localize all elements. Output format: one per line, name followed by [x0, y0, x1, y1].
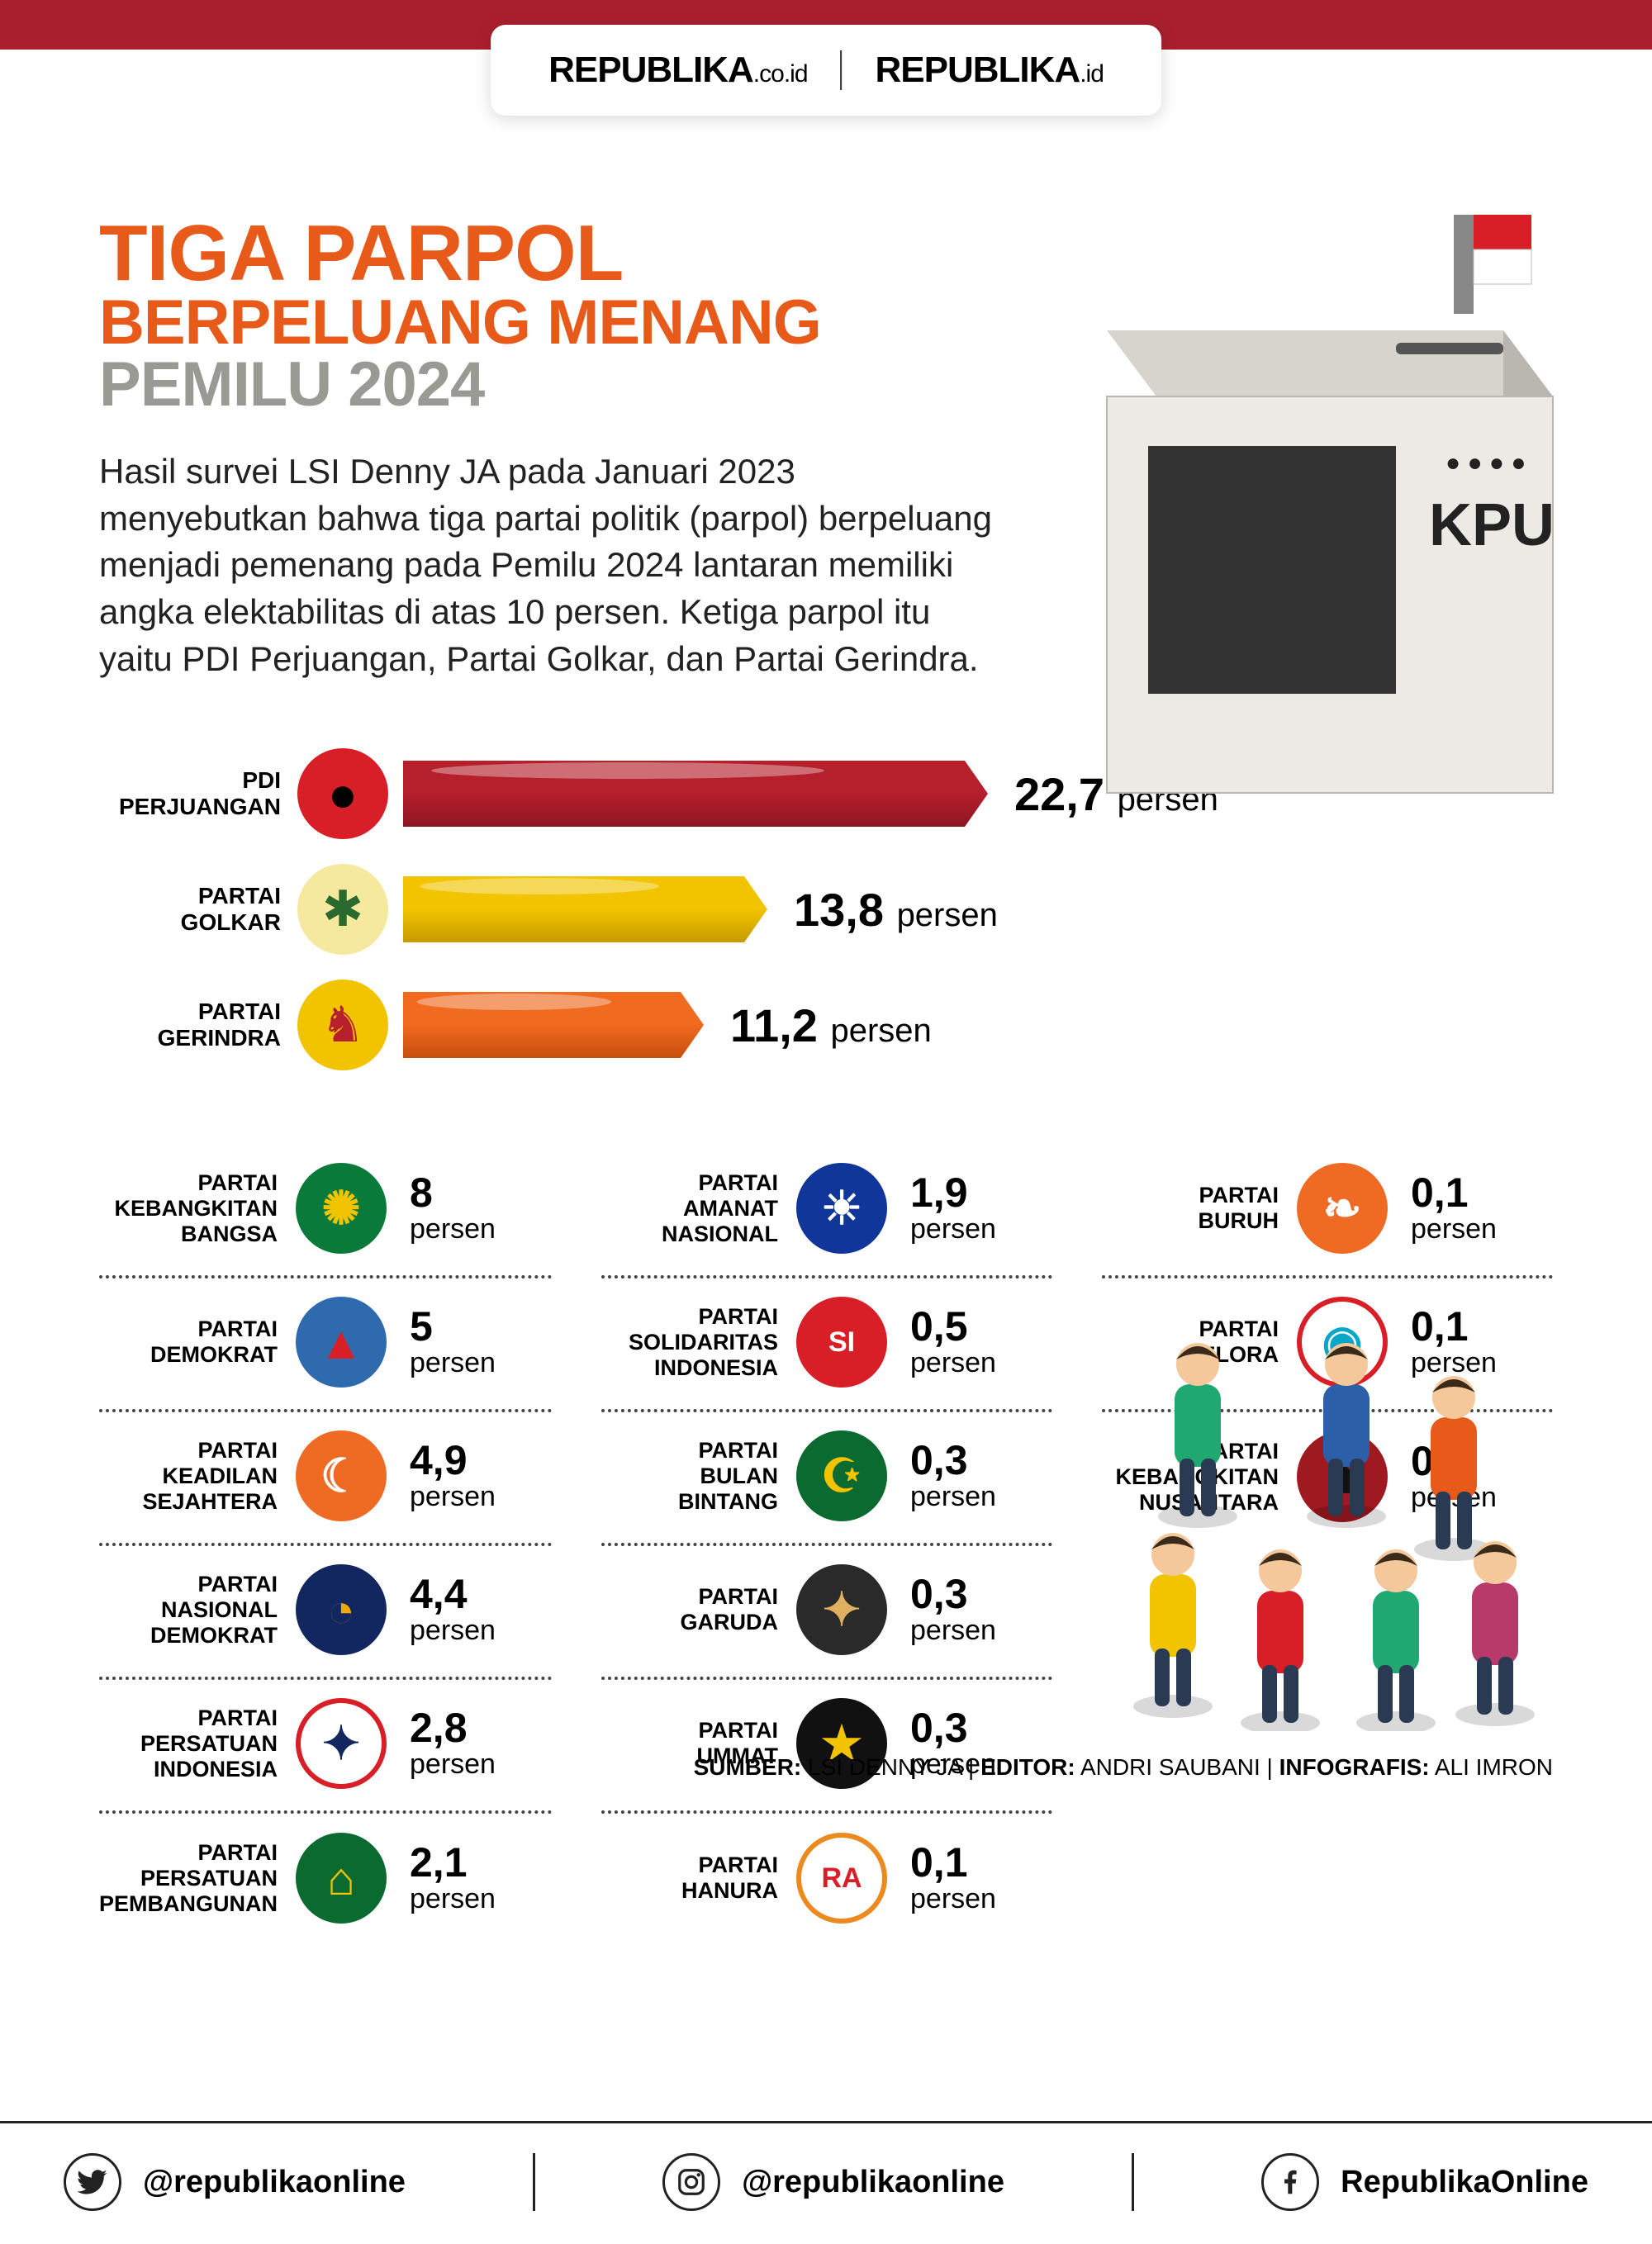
editor-value: ANDRI SAUBANI — [1080, 1754, 1260, 1780]
party-row: PARTAIBURUH ❧ 0,1persen — [1102, 1145, 1553, 1279]
source-value: LSI DENNY JA — [808, 1754, 961, 1780]
party-value: 1,9persen — [887, 1172, 1052, 1245]
infographic-page: REPUBLIKA.co.id REPUBLIKA.id TIGA PARPOL… — [0, 0, 1652, 2244]
party-value: 2,1persen — [387, 1842, 552, 1915]
party-label: PARTAINASIONALDEMOKRAT — [99, 1572, 296, 1649]
party-value: 4,9persen — [387, 1440, 552, 1513]
party-label: PARTAIDEMOKRAT — [99, 1317, 296, 1368]
party-row: PARTAIUMMAT ★ 0,3persen — [601, 1680, 1052, 1814]
svg-text:● ● ● ●: ● ● ● ● — [1446, 449, 1526, 477]
party-label: PARTAIGARUDA — [601, 1584, 796, 1635]
footer-divider — [1132, 2153, 1134, 2211]
party-logo-icon: ☀ — [796, 1163, 887, 1254]
top3-row: PARTAIGERINDRA ♞ 11,2 persen — [99, 980, 1553, 1070]
party-value: 8persen — [387, 1172, 552, 1245]
infografis-value: ALI IMRON — [1435, 1754, 1553, 1780]
party-label: PARTAIKEADILANSEJAHTERA — [99, 1438, 296, 1515]
party-label: PARTAIPERSATUANPEMBANGUNAN — [99, 1840, 296, 1917]
party-label: PARTAIHANURA — [601, 1853, 796, 1904]
party-logo-icon: ● — [297, 748, 388, 839]
party-logo-icon: ⌂ — [296, 1833, 387, 1924]
social-facebook[interactable]: RepublikaOnline — [1261, 2153, 1588, 2211]
party-logo-icon: SI — [796, 1297, 887, 1388]
party-row: PARTAIDEMOKRAT ▲ 5persen — [99, 1279, 552, 1412]
party-logo-icon: ◔ — [296, 1564, 387, 1655]
party-column: PARTAIKEBANGKITANBANGSA ✺ 8persen PARTAI… — [99, 1145, 552, 1946]
party-value: 0,3persen — [887, 1573, 1052, 1647]
party-row: PARTAIBULANBINTANG ☪ 0,3persen — [601, 1412, 1052, 1546]
party-row: PARTAIKEADILANSEJAHTERA ☾ 4,9persen — [99, 1412, 552, 1546]
party-logo-icon: ✦ — [296, 1698, 387, 1789]
top3-value: 13,8 persen — [794, 883, 998, 937]
intro-paragraph: Hasil survei LSI Denny JA pada Januari 2… — [99, 448, 1008, 682]
party-row: PARTAINASIONALDEMOKRAT ◔ 4,4persen — [99, 1546, 552, 1680]
top3-label: PDIPERJUANGAN — [99, 767, 297, 820]
party-label: PARTAIBULANBINTANG — [601, 1438, 796, 1515]
logo-1-main: REPUBLIKA — [548, 50, 753, 90]
infografis-key: INFOGRAFIS: — [1279, 1754, 1430, 1780]
top3-bar — [403, 752, 990, 835]
content-area: TIGA PARPOL BERPELUANG MENANG PEMILU 202… — [0, 50, 1652, 1946]
party-logo-icon: ☪ — [796, 1430, 887, 1521]
party-row: PARTAISOLIDARITASINDONESIA SI 0,5persen — [601, 1279, 1052, 1412]
party-label: PARTAIBURUH — [1102, 1183, 1297, 1234]
top3-label: PARTAIGOLKAR — [99, 883, 297, 936]
instagram-icon — [662, 2153, 720, 2211]
party-label: PARTAIKEBANGKITANBANGSA — [99, 1170, 296, 1247]
logo-divider — [841, 50, 843, 90]
party-logo-icon: ✦ — [796, 1564, 887, 1655]
party-value: 5persen — [387, 1306, 552, 1379]
logo-1-suffix: .co.id — [753, 60, 808, 88]
footer-social-bar: @republikaonline @republikaonline Republ… — [0, 2121, 1652, 2211]
party-value: 0,3persen — [887, 1440, 1052, 1513]
party-logo-icon: ▲ — [296, 1297, 387, 1388]
top3-value: 11,2 persen — [730, 999, 932, 1052]
top3-label: PARTAIGERINDRA — [99, 999, 297, 1051]
party-logo-icon: RA — [796, 1833, 887, 1924]
party-label: PARTAISOLIDARITASINDONESIA — [601, 1304, 796, 1381]
people-illustration-icon — [1099, 1302, 1561, 1731]
top3-row: PARTAIGOLKAR ✱ 13,8 persen — [99, 864, 1553, 955]
social-instagram[interactable]: @republikaonline — [662, 2153, 1004, 2211]
party-logo-icon: ☾ — [296, 1430, 387, 1521]
logo-1: REPUBLIKA.co.id — [548, 50, 807, 91]
twitter-handle: @republikaonline — [143, 2165, 406, 2200]
party-logo-icon: ✱ — [297, 864, 388, 955]
logo-2: REPUBLIKA.id — [876, 50, 1104, 91]
party-value: 4,4persen — [387, 1573, 552, 1647]
party-label: PARTAIPERSATUANINDONESIA — [99, 1706, 296, 1782]
logo-tab: REPUBLIKA.co.id REPUBLIKA.id — [491, 25, 1161, 116]
svg-text:KPU: KPU — [1429, 492, 1555, 558]
editor-key: EDITOR: — [980, 1754, 1075, 1780]
logo-2-suffix: .id — [1080, 60, 1104, 88]
source-key: SUMBER: — [694, 1754, 802, 1780]
instagram-handle: @republikaonline — [742, 2165, 1004, 2200]
logo-2-main: REPUBLIKA — [876, 50, 1080, 90]
party-column: PARTAIAMANATNASIONAL ☀ 1,9persen PARTAIS… — [601, 1145, 1052, 1946]
party-row: PARTAIHANURA RA 0,1persen — [601, 1814, 1052, 1946]
party-logo-icon: ✺ — [296, 1163, 387, 1254]
party-row: PARTAIPERSATUANINDONESIA ✦ 2,8persen — [99, 1680, 552, 1814]
party-value: 0,1persen — [1388, 1172, 1553, 1245]
party-row: PARTAIAMANATNASIONAL ☀ 1,9persen — [601, 1145, 1052, 1279]
facebook-handle: RepublikaOnline — [1341, 2165, 1588, 2200]
ballot-box-icon: ● ● ● ● KPU — [1057, 206, 1569, 801]
credits-line: SUMBER: LSI DENNY JA | EDITOR: ANDRI SAU… — [694, 1754, 1553, 1781]
top3-bar — [403, 984, 705, 1066]
top3-bar — [403, 868, 769, 951]
party-row: PARTAIKEBANGKITANBANGSA ✺ 8persen — [99, 1145, 552, 1279]
party-value: 2,8persen — [387, 1707, 552, 1781]
twitter-icon — [64, 2153, 121, 2211]
party-logo-icon: ❧ — [1297, 1163, 1388, 1254]
party-row: PARTAIPERSATUANPEMBANGUNAN ⌂ 2,1persen — [99, 1814, 552, 1946]
social-twitter[interactable]: @republikaonline — [64, 2153, 406, 2211]
footer-divider — [533, 2153, 535, 2211]
party-label: PARTAIAMANATNASIONAL — [601, 1170, 796, 1247]
party-row: PARTAIGARUDA ✦ 0,3persen — [601, 1546, 1052, 1680]
party-value: 0,1persen — [887, 1842, 1052, 1915]
facebook-icon — [1261, 2153, 1319, 2211]
party-value: 0,5persen — [887, 1306, 1052, 1379]
party-logo-icon: ♞ — [297, 980, 388, 1070]
